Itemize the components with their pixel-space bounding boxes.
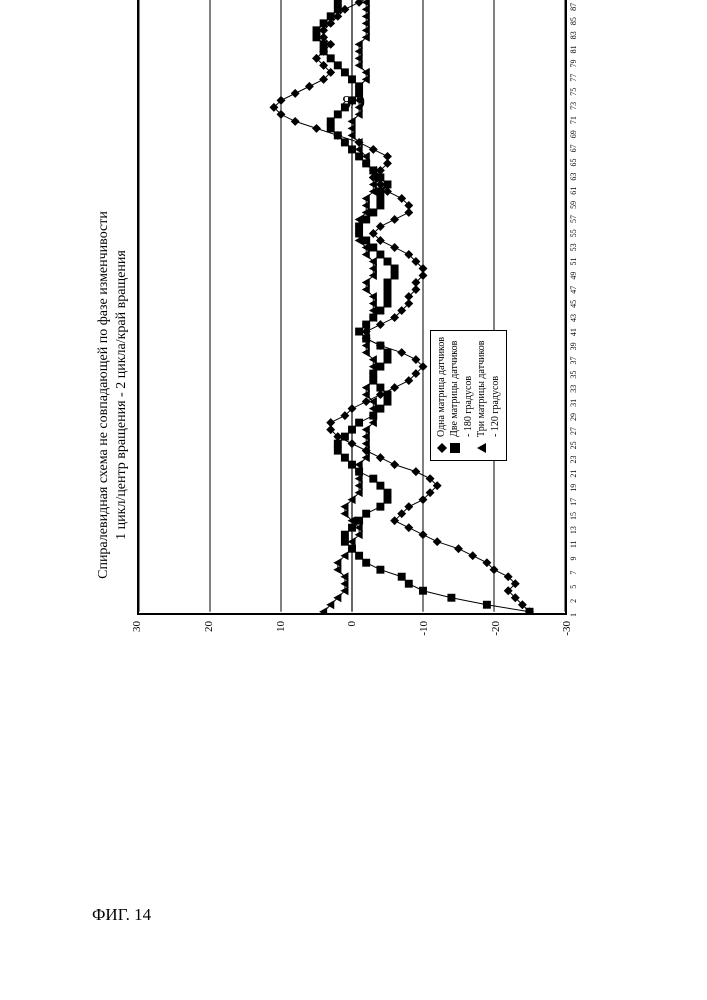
x-tick-label: 7 <box>569 571 578 575</box>
x-tick-label: 31 <box>569 399 578 407</box>
x-tick-label: 11 <box>569 540 578 548</box>
x-tick-label: 87 <box>569 3 578 11</box>
chart-area: Спиралевидная схема не совпадающей по фа… <box>95 135 707 655</box>
legend-label-sub: - 120 градусов <box>489 376 503 437</box>
legend-label: Три матрицы датчиков <box>475 340 489 437</box>
x-tick-label: 5 <box>569 585 578 589</box>
x-tick-label: 13 <box>569 526 578 534</box>
x-tick-label: 37 <box>569 356 578 364</box>
chart-title-line2: 1 цикл/центр вращения - 2 цикла/край вра… <box>113 135 131 655</box>
legend-item-sub: - 180 градусов <box>462 337 476 454</box>
chart-title: Спиралевидная схема не совпадающей по фа… <box>95 135 131 655</box>
x-tick-label: 61 <box>569 187 578 195</box>
y-tick-label: 0 <box>346 621 358 653</box>
x-tick-label: 55 <box>569 229 578 237</box>
plot-frame: -30-20-100102030 12579111315171921232527… <box>137 0 567 615</box>
x-tick-label: 83 <box>569 31 578 39</box>
legend-item-sub: - 120 градусов <box>489 337 503 454</box>
legend: Одна матрица датчиковДве матрицы датчико… <box>430 330 508 461</box>
x-tick-label: 73 <box>569 102 578 110</box>
x-tick-label: 39 <box>569 342 578 350</box>
y-tick-label: 30 <box>131 621 143 653</box>
x-tick-label: 9 <box>569 556 578 560</box>
triangle-icon <box>476 442 488 454</box>
x-tick-label: 85 <box>569 17 578 25</box>
x-axis-ticks: 1257911131517192123252729313335373941434… <box>567 0 583 615</box>
legend-label: Одна матрица датчиков <box>435 337 449 437</box>
legend-item: Три матрицы датчиков <box>475 337 489 454</box>
x-tick-label: 57 <box>569 215 578 223</box>
x-tick-label: 77 <box>569 74 578 82</box>
x-tick-label: 47 <box>569 286 578 294</box>
legend-item: Одна матрица датчиков <box>435 337 449 454</box>
x-tick-label: 75 <box>569 88 578 96</box>
y-tick-label: -20 <box>490 621 502 653</box>
y-tick-label: 20 <box>203 621 215 653</box>
x-tick-label: 19 <box>569 484 578 492</box>
x-tick-label: 81 <box>569 45 578 53</box>
page: 8/9 Спиралевидная схема не совпадающей п… <box>0 0 707 1000</box>
x-tick-label: 59 <box>569 201 578 209</box>
x-tick-label: 63 <box>569 173 578 181</box>
square-icon <box>449 442 461 454</box>
x-tick-label: 23 <box>569 455 578 463</box>
x-tick-label: 43 <box>569 314 578 322</box>
x-tick-label: 65 <box>569 158 578 166</box>
x-tick-label: 33 <box>569 385 578 393</box>
chart-title-line1: Спиралевидная схема не совпадающей по фа… <box>95 135 113 655</box>
x-tick-label: 51 <box>569 257 578 265</box>
legend-label: Две матрицы датчиков <box>448 341 462 437</box>
x-tick-label: 45 <box>569 300 578 308</box>
x-tick-label: 29 <box>569 413 578 421</box>
x-tick-label: 25 <box>569 441 578 449</box>
x-tick-label: 21 <box>569 470 578 478</box>
x-tick-label: 41 <box>569 328 578 336</box>
legend-label-sub: - 180 градусов <box>462 376 476 437</box>
x-tick-label: 2 <box>569 599 578 603</box>
x-tick-label: 53 <box>569 243 578 251</box>
x-tick-label: 17 <box>569 498 578 506</box>
y-tick-label: 10 <box>275 621 287 653</box>
x-tick-label: 49 <box>569 272 578 280</box>
plot-svg <box>137 0 567 615</box>
x-tick-label: 79 <box>569 60 578 68</box>
x-tick-label: 15 <box>569 512 578 520</box>
x-tick-label: 1 <box>569 613 578 617</box>
legend-item: Две матрицы датчиков <box>448 337 462 454</box>
series <box>306 0 562 615</box>
series <box>320 0 378 615</box>
y-tick-label: -30 <box>561 621 573 653</box>
diamond-icon <box>436 442 448 454</box>
figure-caption: ФИГ. 14 <box>92 905 151 925</box>
x-tick-label: 27 <box>569 427 578 435</box>
x-tick-label: 35 <box>569 371 578 379</box>
x-tick-label: 69 <box>569 130 578 138</box>
series <box>270 0 568 615</box>
x-tick-label: 67 <box>569 144 578 152</box>
y-tick-label: -10 <box>418 621 430 653</box>
x-tick-label: 71 <box>569 116 578 124</box>
